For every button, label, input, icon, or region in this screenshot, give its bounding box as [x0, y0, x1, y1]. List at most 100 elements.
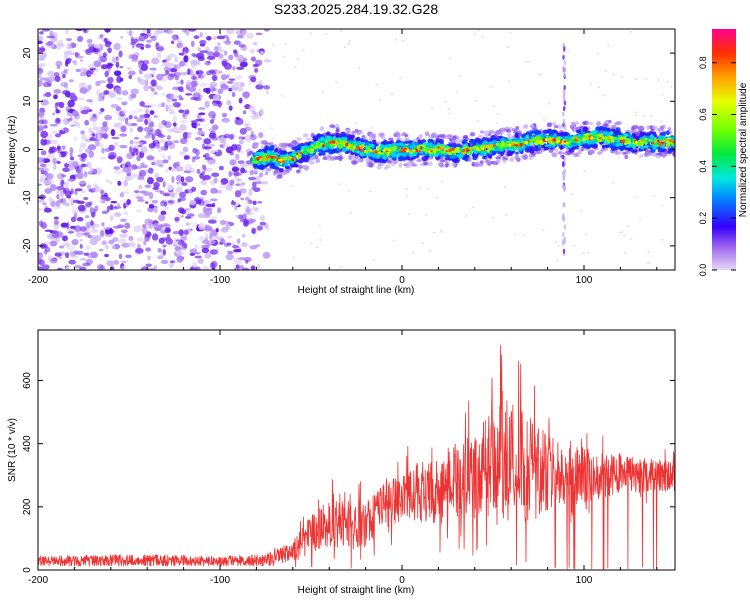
heatmap-cell: [149, 93, 155, 97]
heatmap-cell: [95, 89, 100, 97]
heatmap-cell: [38, 34, 44, 40]
heatmap-cell: [250, 76, 257, 83]
heatmap-cell: [110, 200, 118, 204]
heatmap-cell: [371, 153, 377, 159]
heatmap-cell: [562, 72, 566, 78]
heatmap-cell: [189, 68, 194, 77]
heatmap-cell: [87, 84, 92, 91]
heatmap-cell: [628, 138, 632, 143]
heatmap-cell: [547, 139, 552, 144]
heatmap-cell: [250, 207, 259, 211]
heatmap-cell: [204, 232, 209, 239]
heatmap-cell: [119, 233, 128, 238]
y-tick-label: 600: [22, 372, 33, 389]
heatmap-cell: [72, 110, 79, 117]
heatmap-cell: [388, 148, 391, 152]
heatmap-cell: [145, 169, 149, 174]
heatmap-cell: [648, 138, 653, 142]
colorbar-gradient: [712, 29, 736, 270]
heatmap-cell: [588, 149, 595, 155]
heatmap-cell: [263, 59, 272, 63]
heatmap-cell: [210, 260, 218, 269]
heatmap-cell: [412, 251, 415, 254]
heatmap-cell: [160, 145, 167, 151]
heatmap-cell: [209, 179, 216, 186]
heatmap-cell: [657, 139, 660, 143]
heatmap-cell: [162, 159, 169, 164]
heatmap-cell: [73, 122, 81, 127]
heatmap-cell: [538, 144, 542, 150]
heatmap-cell: [456, 90, 459, 93]
heatmap-cell: [130, 109, 139, 115]
heatmap-cell: [164, 121, 172, 129]
heatmap-cell: [113, 70, 122, 77]
heatmap-cell: [65, 266, 70, 270]
heatmap-cell: [162, 244, 167, 248]
heatmap-cell: [571, 193, 574, 196]
heatmap-cell: [495, 122, 499, 125]
heatmap-cell: [194, 121, 198, 129]
heatmap-cell: [74, 264, 82, 269]
heatmap-cell: [194, 244, 198, 250]
heatmap-cell: [238, 139, 244, 145]
heatmap-cell: [172, 115, 177, 123]
heatmap-cell: [562, 96, 566, 102]
heatmap-cell: [148, 86, 153, 89]
heatmap-cell: [116, 97, 123, 101]
heatmap-cell: [250, 265, 256, 270]
heatmap-cell: [639, 154, 644, 158]
heatmap-cell: [392, 239, 396, 242]
heatmap-cell: [156, 45, 164, 52]
heatmap-cell: [56, 43, 62, 50]
heatmap-cell: [374, 150, 378, 154]
spectrogram-ridge: [250, 119, 675, 179]
heatmap-cell: [144, 201, 149, 204]
heatmap-cell: [236, 34, 244, 39]
heatmap-cell: [624, 154, 629, 160]
heatmap-cell: [299, 151, 303, 154]
heatmap-cell: [81, 156, 86, 162]
heatmap-cell: [68, 259, 76, 265]
y-tick-label: -10: [22, 190, 33, 205]
heatmap-cell: [258, 80, 263, 87]
heatmap-cell: [223, 143, 229, 147]
y-tick-label: 0: [22, 146, 33, 152]
heatmap-cell: [286, 168, 290, 174]
heatmap-cell: [313, 146, 317, 149]
heatmap-cell: [84, 157, 88, 161]
heatmap-cell: [241, 267, 250, 270]
heatmap-cell: [563, 236, 567, 242]
heatmap-cell: [630, 237, 633, 240]
heatmap-cell: [248, 176, 257, 181]
heatmap-cell: [154, 137, 158, 144]
heatmap-cell: [633, 114, 637, 117]
heatmap-cell: [56, 194, 60, 200]
heatmap-cell: [318, 225, 321, 228]
heatmap-cell: [475, 147, 479, 151]
heatmap-cell: [562, 118, 566, 124]
heatmap-cell: [48, 133, 53, 139]
heatmap-cell: [260, 108, 265, 116]
heatmap-cell: [177, 198, 182, 203]
heatmap-cell: [150, 79, 157, 87]
heatmap-cell: [547, 102, 551, 105]
heatmap-cell: [585, 233, 588, 236]
heatmap-cell: [551, 152, 558, 158]
heatmap-cell: [215, 49, 224, 53]
heatmap-cell: [444, 157, 450, 161]
heatmap-cell: [38, 57, 45, 61]
heatmap-cell: [38, 79, 44, 87]
heatmap-cell: [260, 181, 269, 185]
heatmap-cell: [69, 47, 73, 53]
heatmap-cell: [233, 40, 241, 45]
heatmap-cell: [67, 231, 75, 234]
heatmap-cell: [159, 190, 165, 195]
heatmap-cell: [544, 144, 549, 147]
heatmap-cell: [252, 41, 258, 46]
heatmap-cell: [160, 93, 168, 96]
heatmap-cell: [571, 139, 576, 143]
heatmap-cell: [97, 111, 104, 115]
heatmap-cell: [70, 124, 75, 127]
heatmap-cell: [672, 140, 675, 144]
